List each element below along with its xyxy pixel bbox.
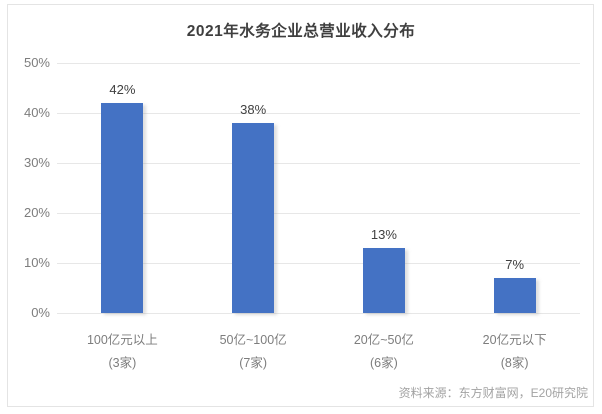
bar-3 <box>362 248 405 313</box>
y-axis-tick-label: 10% <box>23 255 50 270</box>
x-axis-category-label: 50亿~100亿 <box>219 333 287 347</box>
x-axis-count-label: (3家) <box>108 356 137 370</box>
x-axis-category-label: 20亿~50亿 <box>353 333 414 347</box>
y-gridline <box>57 213 580 214</box>
x-axis-count-label: (7家) <box>239 356 268 370</box>
bar-value-label: 7% <box>505 257 525 272</box>
y-axis-tick-label: 0% <box>31 305 50 320</box>
x-axis-count-label: (8家) <box>500 356 529 370</box>
x-axis-category-label: 20亿元以下 <box>482 333 547 347</box>
bar-value-label: 13% <box>370 227 397 242</box>
y-axis-tick-label: 30% <box>23 155 50 170</box>
y-gridline <box>57 313 580 314</box>
chart-title: 2021年水务企业总营业收入分布 <box>186 23 416 40</box>
bar-4 <box>493 278 536 313</box>
x-axis-count-label: (6家) <box>369 356 398 370</box>
y-gridline <box>57 163 580 164</box>
y-axis-tick-label: 40% <box>23 105 50 120</box>
y-gridline <box>57 63 580 64</box>
bar-1 <box>101 103 144 313</box>
x-axis-category-label: 100亿元以上 <box>86 333 158 347</box>
y-axis-tick-label: 50% <box>23 55 50 70</box>
y-gridline <box>57 113 580 114</box>
y-gridline <box>57 263 580 264</box>
source-note: 资料来源：东方财富网，E20研究院 <box>398 386 588 400</box>
bar-value-label: 38% <box>240 102 267 117</box>
bar-value-label: 42% <box>109 82 136 97</box>
bar-2 <box>232 123 275 313</box>
y-axis-tick-label: 20% <box>23 205 50 220</box>
